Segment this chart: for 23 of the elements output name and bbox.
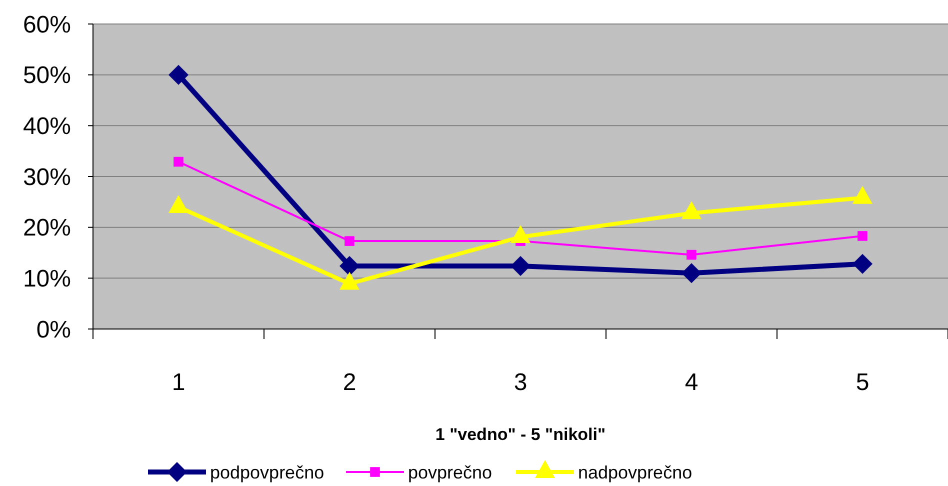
point bbox=[168, 64, 188, 85]
y-tick-label: 10% bbox=[22, 266, 71, 293]
x-axis-title: 1 "vedno" - 5 "nikoli" bbox=[435, 425, 606, 444]
point bbox=[344, 236, 354, 246]
y-tick-label: 60% bbox=[22, 11, 71, 38]
x-tick-label: 3 bbox=[514, 369, 528, 396]
y-tick-label: 40% bbox=[22, 113, 71, 140]
y-tick-label: 50% bbox=[22, 62, 71, 90]
y-tick-label: 30% bbox=[22, 164, 71, 191]
y-tick-label: 0% bbox=[36, 316, 71, 344]
x-tick-label: 2 bbox=[342, 369, 356, 396]
point bbox=[852, 254, 872, 274]
x-tick-label: 4 bbox=[684, 369, 698, 396]
point bbox=[858, 231, 868, 241]
legend-label: povprečno bbox=[408, 462, 492, 482]
point bbox=[174, 156, 184, 167]
x-tick-label: 1 bbox=[172, 369, 186, 396]
legend-label: podpovprečno bbox=[210, 462, 324, 482]
point bbox=[686, 250, 696, 260]
legend-label: nadpovprečno bbox=[578, 462, 692, 482]
y-tick-label: 20% bbox=[22, 214, 71, 242]
x-tick-label: 5 bbox=[856, 369, 870, 396]
point bbox=[682, 263, 702, 284]
